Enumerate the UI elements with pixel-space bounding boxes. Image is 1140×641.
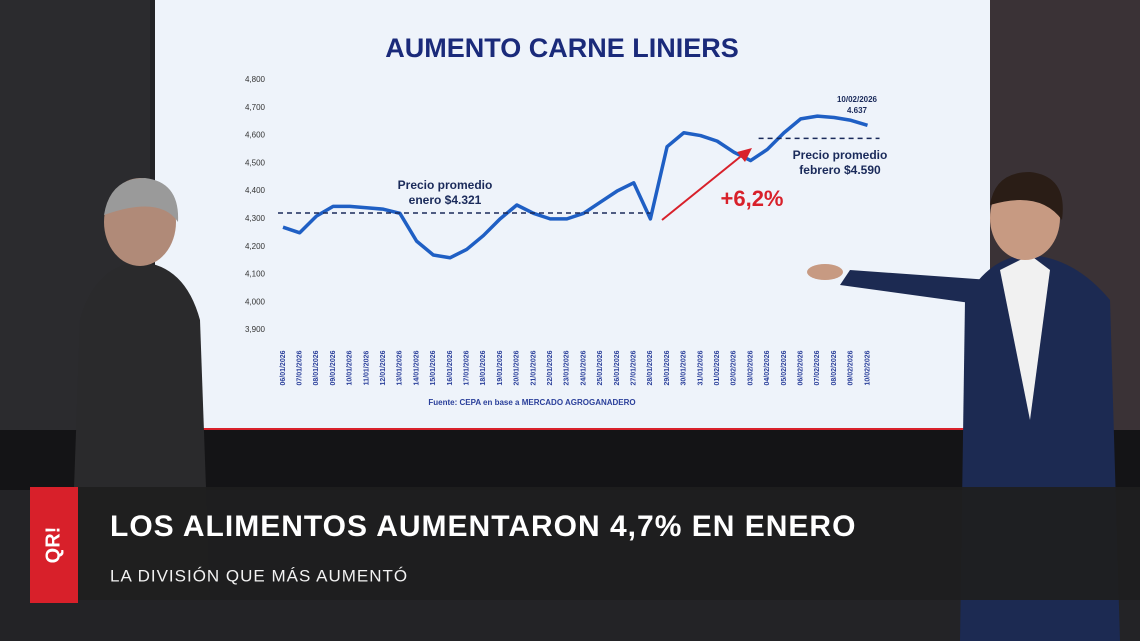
person-arm: [840, 270, 990, 305]
x-tick-label: 06/02/2026: [798, 350, 805, 385]
y-tick-label: 4,300: [245, 214, 266, 223]
x-tick-label: 01/02/2026: [714, 350, 721, 385]
x-tick-label: 26/01/2026: [614, 350, 621, 385]
chart-title: AUMENTO CARNE LINIERS: [385, 33, 739, 63]
x-tick-label: 04/02/2026: [764, 350, 771, 385]
x-tick-label: 06/01/2026: [280, 350, 287, 385]
change-arrowhead: [737, 148, 752, 162]
y-tick-label: 4,100: [245, 270, 266, 279]
x-tick-label: 03/02/2026: [747, 350, 754, 385]
person-hair: [990, 172, 1063, 220]
lower-third-band: [30, 487, 1140, 600]
change-arrow: [661, 152, 746, 221]
x-tick-label: 12/01/2026: [380, 350, 387, 385]
person-hair: [104, 178, 179, 222]
x-tick-label: 10/01/2026: [347, 350, 354, 385]
x-tick-label: 02/02/2026: [731, 350, 738, 385]
last-point-date: 10/02/2026: [837, 95, 878, 104]
x-tick-label: 09/02/2026: [848, 350, 855, 385]
x-tick-label: 10/02/2026: [864, 350, 871, 385]
x-tick-label: 13/01/2026: [397, 350, 404, 385]
y-tick-label: 4,700: [245, 103, 266, 112]
person-hand: [807, 264, 843, 280]
x-tick-label: 08/02/2026: [831, 350, 838, 385]
average-label: Precio promedio: [793, 148, 888, 162]
x-tick-label: 30/01/2026: [681, 350, 688, 385]
logo-box: [30, 487, 78, 603]
y-tick-label: 4,500: [245, 158, 266, 167]
y-tick-label: 3,900: [245, 325, 266, 334]
x-tick-label: 27/01/2026: [631, 350, 638, 385]
x-tick-label: 29/01/2026: [664, 350, 671, 385]
x-tick-label: 19/01/2026: [497, 350, 504, 385]
change-label: +6,2%: [721, 186, 784, 211]
x-tick-label: 11/01/2026: [363, 351, 370, 386]
source-note: Fuente: CEPA en base a MERCADO AGROGANAD…: [428, 398, 635, 407]
average-label: febrero $4.590: [799, 163, 881, 177]
average-label: enero $4.321: [409, 193, 482, 207]
x-tick-label: 09/01/2026: [330, 350, 337, 385]
x-tick-label: 17/01/2026: [464, 350, 471, 385]
subheadline: LA DIVISIÓN QUE MÁS AUMENTÓ: [110, 566, 408, 585]
y-tick-label: 4,000: [245, 297, 266, 306]
x-tick-label: 05/02/2026: [781, 350, 788, 385]
x-tick-label: 24/01/2026: [580, 350, 587, 385]
x-tick-label: 07/02/2026: [814, 350, 821, 385]
x-tick-label: 07/01/2026: [297, 350, 304, 385]
x-tick-label: 21/01/2026: [530, 350, 537, 385]
x-tick-label: 16/01/2026: [447, 350, 454, 385]
logo-text: QR!: [42, 527, 64, 564]
x-tick-label: 31/01/2026: [697, 350, 704, 385]
price-line: [282, 114, 869, 260]
average-label: Precio promedio: [398, 178, 493, 192]
x-tick-label: 22/01/2026: [547, 350, 554, 385]
person-shirt: [1000, 255, 1050, 420]
chart-screen: [155, 0, 990, 430]
x-tick-label: 23/01/2026: [564, 350, 571, 385]
x-tick-label: 20/01/2026: [514, 350, 521, 385]
y-tick-label: 4,600: [245, 131, 266, 140]
last-point-label: 4.637: [847, 106, 868, 115]
x-tick-label: 14/01/2026: [413, 350, 420, 385]
chart: 3,900 4,000 4,100 4,200 4,300 4,400 4,500 4,600…: [245, 33, 887, 407]
x-tick-label: 28/01/2026: [647, 350, 654, 385]
y-tick-label: 4,400: [245, 186, 266, 195]
y-tick-label: 4,200: [245, 242, 266, 251]
y-tick-label: 4,800: [245, 75, 266, 84]
x-tick-label: 18/01/2026: [480, 350, 487, 385]
x-tick-label: 08/01/2026: [313, 350, 320, 385]
x-tick-label: 15/01/2026: [430, 350, 437, 385]
x-tick-label: 25/01/2026: [597, 350, 604, 385]
headline: LOS ALIMENTOS AUMENTARON 4,7% EN ENERO: [110, 510, 856, 543]
